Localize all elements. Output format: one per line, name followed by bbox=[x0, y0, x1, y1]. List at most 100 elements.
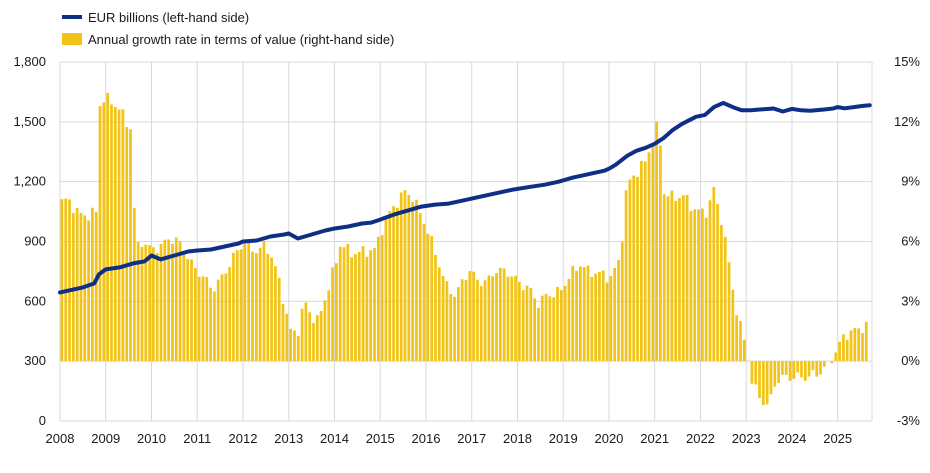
growth-bar bbox=[262, 241, 266, 362]
growth-bar bbox=[864, 321, 868, 362]
growth-bar bbox=[289, 328, 293, 362]
growth-bar bbox=[727, 262, 731, 362]
growth-bar bbox=[361, 246, 365, 362]
growth-bar bbox=[193, 268, 197, 362]
growth-bar bbox=[285, 313, 289, 362]
growth-bar bbox=[411, 201, 414, 362]
growth-bar bbox=[590, 276, 594, 362]
x-tick-label: 2023 bbox=[732, 431, 761, 446]
growth-bar bbox=[559, 290, 563, 362]
growth-bar bbox=[441, 275, 445, 362]
left-tick-label: 0 bbox=[39, 413, 46, 428]
right-tick-label: 9% bbox=[901, 174, 920, 189]
growth-bar bbox=[392, 206, 395, 362]
growth-bar bbox=[113, 107, 117, 362]
growth-bar bbox=[845, 339, 849, 362]
left-tick-label: 1,500 bbox=[13, 114, 46, 129]
growth-bar bbox=[117, 109, 121, 362]
growth-bar bbox=[525, 285, 529, 362]
growth-bar bbox=[205, 277, 209, 362]
growth-bar bbox=[148, 245, 151, 362]
growth-bar bbox=[152, 247, 155, 362]
growth-bar bbox=[639, 160, 643, 362]
growth-bar bbox=[472, 271, 475, 362]
legend: EUR billions (left-hand side) Annual gro… bbox=[62, 10, 394, 47]
growth-bar bbox=[708, 200, 712, 362]
growth-bar bbox=[174, 237, 178, 362]
growth-bar bbox=[838, 341, 841, 362]
growth-bar bbox=[323, 300, 327, 362]
growth-bar bbox=[251, 251, 254, 362]
growth-bar bbox=[140, 247, 144, 362]
growth-bar bbox=[628, 179, 632, 362]
growth-bar bbox=[220, 274, 224, 362]
growth-bar bbox=[556, 286, 559, 362]
growth-bar bbox=[228, 267, 232, 362]
x-tick-label: 2013 bbox=[274, 431, 303, 446]
growth-bar bbox=[437, 267, 441, 362]
growth-bar bbox=[415, 199, 418, 362]
growth-bar bbox=[506, 276, 510, 362]
growth-bar bbox=[266, 253, 270, 362]
growth-bar bbox=[125, 127, 129, 362]
growth-bar bbox=[216, 279, 220, 362]
growth-bar bbox=[304, 302, 308, 362]
growth-bar bbox=[540, 295, 544, 362]
growth-bar bbox=[342, 247, 346, 362]
growth-bar bbox=[403, 190, 407, 362]
growth-bar bbox=[213, 291, 216, 362]
left-tick-label: 600 bbox=[24, 293, 46, 308]
legend-label-bar: Annual growth rate in terms of value (ri… bbox=[88, 32, 394, 47]
growth-bar bbox=[106, 92, 110, 362]
growth-bar bbox=[144, 244, 148, 362]
growth-bar bbox=[620, 241, 624, 362]
left-tick-label: 900 bbox=[24, 234, 46, 249]
growth-bar bbox=[533, 298, 536, 362]
growth-bar bbox=[712, 186, 716, 362]
growth-bar bbox=[792, 361, 796, 379]
growth-bar bbox=[312, 322, 315, 362]
growth-bar bbox=[449, 293, 453, 362]
growth-bar bbox=[617, 260, 620, 362]
growth-bar bbox=[224, 273, 228, 362]
growth-bar bbox=[270, 257, 273, 362]
growth-bar bbox=[537, 307, 540, 362]
growth-bar bbox=[186, 259, 190, 362]
x-tick-label: 2025 bbox=[823, 431, 852, 446]
growth-bar bbox=[476, 279, 479, 362]
growth-bar bbox=[647, 152, 651, 362]
growth-bar bbox=[571, 266, 575, 362]
growth-bar bbox=[380, 235, 384, 362]
x-tick-label: 2022 bbox=[686, 431, 715, 446]
growth-bar bbox=[518, 281, 521, 362]
growth-bar bbox=[678, 198, 681, 362]
x-tick-label: 2014 bbox=[320, 431, 349, 446]
legend-line-swatch bbox=[62, 15, 82, 19]
growth-bar bbox=[319, 310, 323, 362]
growth-bar bbox=[121, 109, 125, 362]
growth-bar bbox=[598, 272, 601, 362]
growth-bar bbox=[777, 361, 780, 383]
growth-bar bbox=[354, 254, 357, 362]
growth-bar bbox=[136, 242, 140, 362]
growth-bar bbox=[761, 361, 765, 406]
growth-bar bbox=[861, 333, 864, 362]
growth-bar bbox=[460, 279, 464, 362]
growth-bar bbox=[815, 361, 819, 377]
growth-bar bbox=[857, 328, 861, 362]
growth-bar bbox=[552, 297, 556, 362]
growth-bar bbox=[155, 252, 159, 362]
growth-bar bbox=[720, 225, 723, 362]
growth-bar bbox=[453, 296, 456, 362]
right-tick-label: 12% bbox=[894, 114, 920, 129]
growth-bar bbox=[662, 194, 666, 362]
growth-bar bbox=[258, 247, 262, 362]
left-axis-ticks: 0 300 600 900 1,200 1,500 1,800 bbox=[13, 54, 46, 428]
growth-bar bbox=[723, 236, 727, 362]
growth-bar bbox=[232, 252, 235, 362]
growth-bar bbox=[670, 190, 674, 362]
growth-bar bbox=[605, 282, 609, 362]
growth-bar bbox=[575, 270, 578, 362]
x-tick-label: 2011 bbox=[183, 431, 211, 446]
growth-bar bbox=[71, 213, 75, 362]
